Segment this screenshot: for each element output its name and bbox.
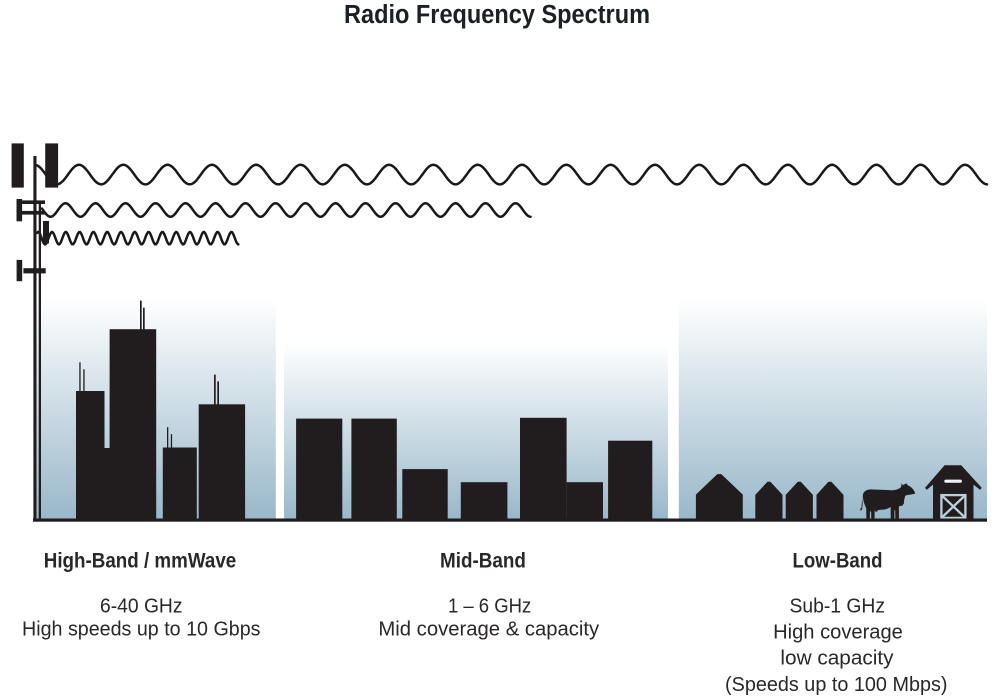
svg-text:Mid-Band: Mid-Band (440, 549, 526, 572)
svg-text:High coverage: High coverage (773, 621, 903, 644)
svg-text:High-Band / mmWave: High-Band / mmWave (44, 550, 237, 573)
svg-text:low capacity: low capacity (780, 647, 894, 670)
svg-text:1 – 6 GHz: 1 – 6 GHz (448, 595, 531, 618)
svg-text:Mid coverage & capacity: Mid coverage & capacity (378, 618, 600, 641)
svg-text:6-40 GHz: 6-40 GHz (100, 595, 183, 618)
svg-text:High speeds up to 10 Gbps: High speeds up to 10 Gbps (22, 618, 261, 641)
svg-text:Sub-1 GHz: Sub-1 GHz (790, 595, 886, 618)
svg-text:Low-Band: Low-Band (793, 550, 883, 573)
svg-text:Radio Frequency Spectrum: Radio Frequency Spectrum (344, 0, 650, 29)
svg-text:(Speeds up to 100 Mbps): (Speeds up to 100 Mbps) (725, 673, 948, 696)
